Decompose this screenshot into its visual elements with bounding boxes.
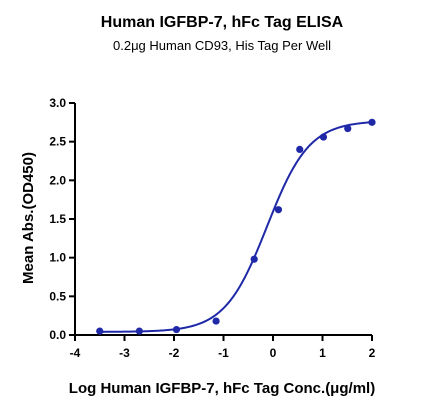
y-axis-label: Mean Abs.(OD450) [20, 152, 37, 284]
data-point [296, 145, 304, 153]
data-point [319, 133, 328, 141]
data-point [344, 124, 352, 133]
x-tick-label: -1 [218, 346, 229, 360]
x-tick-label: 1 [319, 346, 326, 360]
y-tick-label: 2.0 [49, 173, 66, 187]
data-point [274, 206, 283, 214]
data-point [172, 325, 181, 334]
data-point [96, 327, 104, 335]
y-tick-label: 3.0 [49, 96, 66, 110]
y-tick-label: 0.5 [49, 289, 66, 303]
y-tick-label: 1.0 [49, 251, 66, 265]
chart-title: Human IGFBP-7, hFc Tag ELISA [101, 14, 344, 31]
chart-subtitle: 0.2μg Human CD93, His Tag Per Well [113, 38, 331, 53]
data-point [135, 327, 143, 335]
data-points [96, 118, 376, 335]
fit-curve [99, 121, 373, 333]
x-tick-label: -4 [70, 346, 81, 360]
data-point [368, 118, 376, 126]
x-tick-label: -2 [169, 346, 180, 360]
x-tick-label: 2 [369, 346, 376, 360]
x-axis-label: Log Human IGFBP-7, hFc Tag Conc.(μg/ml) [69, 380, 375, 397]
y-tick-label: 0.0 [49, 328, 66, 342]
data-point [212, 317, 220, 325]
y-axis: 0.0 0.5 1.0 1.5 2.0 2.5 3.0 [49, 96, 76, 342]
x-axis: -4 -3 -2 -1 0 1 2 [70, 334, 376, 360]
x-tick-label: 0 [270, 346, 277, 360]
y-tick-label: 2.5 [49, 135, 66, 149]
data-point [250, 255, 258, 263]
y-tick-label: 1.5 [49, 212, 66, 226]
x-tick-label: -3 [119, 346, 130, 360]
